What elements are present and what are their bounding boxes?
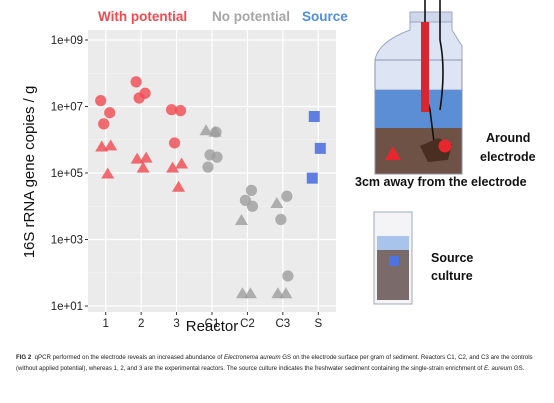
data-point-circle [282, 270, 294, 282]
data-point-square [308, 111, 320, 123]
legend-no-potential: No potential [212, 9, 290, 24]
x-tick-label: S [314, 318, 322, 330]
electrode-red-rod [421, 22, 429, 112]
caption-text-3: GS. [512, 365, 525, 372]
data-point-triangle [271, 287, 285, 299]
label-around-line2: electrode [480, 150, 536, 164]
data-point-circle [211, 151, 223, 163]
data-point-square [306, 172, 318, 184]
data-point-triangle [199, 124, 213, 136]
reactor-outline [374, 59, 463, 175]
label-source-line1: Source [431, 251, 473, 265]
label-around-line1: Around [486, 131, 530, 145]
chart: 1e+09 1e+07 1e+05 1e+03 1e+01 1 2 3 C1 C2 C3 S 16S… [21, 30, 336, 335]
x-tick-label: 2 [138, 318, 144, 330]
data-point-triangle [234, 213, 248, 225]
data-point-triangle [235, 287, 249, 299]
data-point-triangle [130, 152, 144, 164]
caption-text-1: qPCR performed on the electrode reveals … [34, 354, 225, 361]
x-tick-label: 3 [173, 318, 179, 330]
around-electrode-marker [438, 139, 452, 153]
y-tick-label: 1e+03 [51, 235, 83, 247]
data-point-circle [130, 76, 142, 88]
legend-source: Source [302, 9, 348, 24]
data-point-circle [133, 92, 145, 104]
x-tick-label: C2 [240, 318, 255, 330]
data-point-triangle [175, 157, 189, 169]
reactor-diagram: Around electrode 3cm away from the elect… [355, 0, 536, 305]
data-point-circle [275, 213, 287, 226]
data-point-triangle [104, 139, 118, 151]
x-tick-label: 1 [103, 318, 109, 330]
source-marker [389, 256, 399, 266]
data-point-triangle [270, 196, 284, 208]
wire-right [439, 0, 444, 111]
caption-fig-label: FIG 2 [16, 354, 32, 361]
data-point-circle [281, 190, 293, 202]
data-point-triangle [101, 167, 115, 179]
points-layer [95, 76, 326, 299]
data-point-circle [104, 107, 116, 119]
x-tick-layer: 1 2 3 C1 C2 C3 S [103, 312, 322, 330]
data-point-circle [98, 118, 110, 130]
data-point-triangle [172, 180, 186, 192]
figure-caption: FIG 2 qPCR performed on the electrode re… [16, 352, 544, 374]
reactor-water [375, 90, 462, 128]
y-tick-label: 1e+05 [51, 168, 83, 180]
x-tick-label: C1 [205, 318, 220, 330]
source-tube-water [377, 236, 409, 250]
data-point-triangle [136, 161, 150, 173]
reactor-cap [409, 11, 453, 23]
data-point-triangle [95, 140, 109, 152]
label-away: 3cm away from the electrode [355, 175, 527, 189]
caption-species-short: E. aureum [484, 365, 513, 372]
legend-with-potential: With potential [98, 9, 187, 24]
caption-species: Electronema aureum [224, 354, 281, 361]
y-tick-label: 1e+09 [51, 35, 83, 47]
y-axis-title: 16S rRNA gene copies / g [21, 86, 38, 259]
y-tick-label: 1e+07 [51, 102, 83, 114]
data-point-circle [168, 137, 181, 149]
data-point-triangle [139, 151, 153, 163]
caption-text-2: GS on the electrode surface per gram of … [16, 354, 533, 372]
data-point-circle [210, 126, 222, 138]
data-point-circle [174, 105, 187, 117]
reactor-bottle-top [374, 17, 463, 91]
data-point-circle [202, 161, 214, 173]
data-point-circle [165, 104, 178, 116]
data-point-circle [95, 95, 107, 107]
data-point-square [314, 142, 326, 154]
y-tick-label: 1e+01 [51, 301, 83, 313]
data-point-circle [246, 200, 259, 212]
data-point-triangle [166, 161, 180, 173]
x-tick-label: C3 [276, 318, 291, 330]
x-axis-title: Reactor [186, 318, 239, 335]
label-source-line2: culture [431, 269, 473, 283]
data-point-circle [245, 184, 258, 196]
away-electrode-marker [385, 146, 401, 160]
y-tick-layer: 1e+09 1e+07 1e+05 1e+03 1e+01 [51, 35, 88, 313]
